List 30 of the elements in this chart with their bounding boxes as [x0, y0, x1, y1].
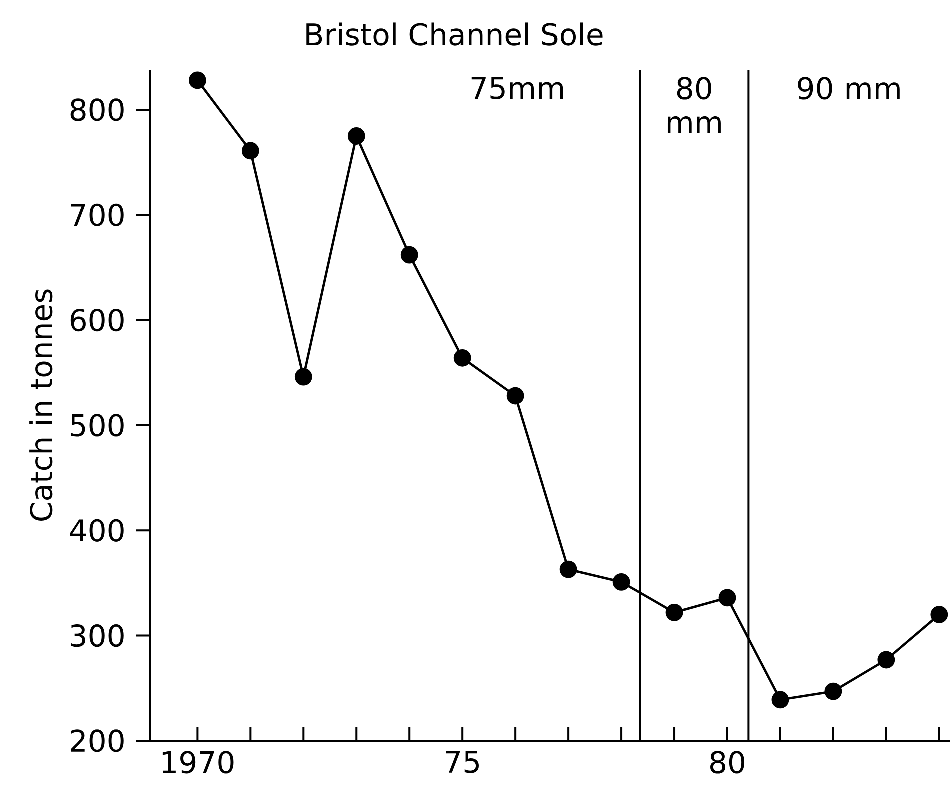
y-tick-label: 700 — [71, 204, 124, 226]
x-tick-label: 1970 — [162, 751, 234, 774]
point — [294, 368, 312, 386]
y-tick-label: 500 — [71, 414, 124, 437]
annotation: 90 mm — [798, 77, 900, 100]
y-tick-label: 800 — [70, 98, 124, 122]
point — [242, 142, 260, 160]
y-tick-label: 300 — [71, 624, 124, 648]
y-tick-label: 600 — [70, 308, 124, 332]
x-tick-label: 80 — [710, 751, 745, 774]
y-tick-label: 400 — [70, 519, 124, 542]
annotation: 75mm — [472, 77, 564, 100]
point — [348, 128, 366, 145]
point — [718, 589, 736, 607]
point — [878, 651, 896, 669]
point — [400, 246, 418, 264]
point — [188, 72, 206, 90]
point — [930, 606, 948, 624]
point — [506, 387, 524, 405]
y-tick-label: 200 — [70, 730, 124, 752]
point — [612, 573, 630, 591]
point — [560, 560, 578, 578]
point — [824, 682, 842, 700]
chart-title: Bristol Channel Sole — [306, 22, 603, 46]
point — [666, 604, 684, 622]
annotation: 80 mm — [668, 77, 721, 134]
point — [772, 691, 790, 709]
y-axis-title: Catch in tonnes — [30, 290, 53, 521]
point — [454, 349, 472, 367]
x-tick-label: 75 — [446, 751, 479, 774]
